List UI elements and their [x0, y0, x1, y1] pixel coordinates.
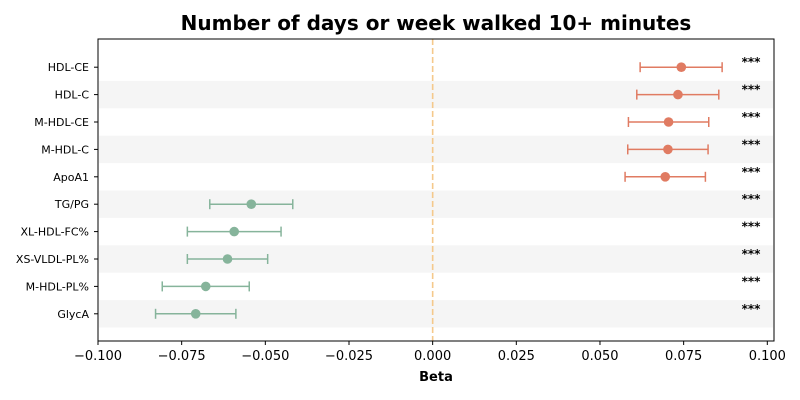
- significance-label: ***: [742, 137, 762, 151]
- x-axis-label: Beta: [419, 370, 453, 385]
- point-estimate: [660, 172, 671, 182]
- y-tick-label: TG/PG: [54, 198, 89, 211]
- y-tick-label: M-HDL-C: [41, 143, 89, 156]
- y-axis: HDL-CE HDL-C M-HDL-CE M-HDL-C ApoA1 TG/PG XL-H…: [16, 61, 98, 321]
- significance-label: ***: [742, 247, 762, 261]
- chart-title: Number of days or week walked 10+ minute…: [181, 11, 692, 35]
- x-tick-label: −0.025: [325, 349, 373, 364]
- significance-label: ***: [742, 165, 762, 179]
- row-m-hdl-pl-: ***: [161, 274, 762, 292]
- point-estimate: [673, 89, 683, 100]
- row-apoa1: ***: [624, 165, 762, 182]
- data-rows: *** *** *** *** *** *** *** *** *** ***: [154, 55, 762, 319]
- x-tick-label: 0.000: [414, 349, 451, 364]
- row-m-hdl-ce: ***: [627, 110, 762, 127]
- significance-label: ***: [742, 110, 762, 124]
- row-stripe: [99, 190, 773, 218]
- x-tick-label: −0.075: [158, 349, 206, 364]
- row-hdl-c: ***: [636, 83, 762, 100]
- significance-label: ***: [742, 55, 762, 69]
- x-tick-label: −0.100: [74, 349, 122, 364]
- point-estimate: [663, 144, 673, 155]
- x-axis: −0.100 −0.075 −0.050 −0.025 0.000 0.025 0.050 0…: [74, 341, 786, 364]
- x-tick-label: 0.075: [665, 349, 702, 364]
- y-tick-label: HDL-CE: [48, 61, 89, 74]
- row-hdl-ce: ***: [639, 55, 762, 73]
- y-tick-label: M-HDL-CE: [34, 116, 89, 129]
- significance-label: ***: [742, 274, 762, 288]
- y-tick-label: XS-VLDL-PL%: [16, 253, 89, 266]
- x-tick-label: −0.050: [241, 349, 289, 364]
- significance-label: ***: [742, 83, 762, 97]
- significance-label: ***: [742, 220, 762, 234]
- plot-frame: [97, 38, 775, 342]
- row-m-hdl-c: ***: [627, 137, 762, 155]
- y-tick-label: XL-HDL-FC%: [20, 226, 89, 239]
- row-xl-hdl-fc-: ***: [186, 220, 762, 237]
- row-glyca: ***: [154, 302, 762, 319]
- point-estimate: [229, 226, 240, 237]
- x-tick-label: 0.100: [749, 349, 786, 364]
- y-tick-label: HDL-C: [55, 89, 90, 102]
- x-tick-label: 0.050: [581, 349, 618, 364]
- x-tick-label: 0.025: [498, 349, 535, 364]
- point-estimate: [663, 117, 674, 127]
- significance-label: ***: [742, 192, 762, 206]
- point-estimate: [676, 62, 687, 72]
- point-estimate: [246, 199, 257, 209]
- point-estimate: [190, 309, 201, 319]
- y-tick-label: GlycA: [57, 308, 89, 321]
- row-stripes: [99, 80, 773, 328]
- row-xs-vldl-pl-: ***: [186, 247, 762, 264]
- point-estimate: [200, 281, 211, 292]
- point-estimate: [222, 254, 233, 264]
- row-tg-pg: ***: [209, 192, 762, 210]
- y-tick-label: ApoA1: [53, 171, 89, 184]
- y-tick-label: M-HDL-PL%: [26, 280, 89, 293]
- significance-label: ***: [742, 302, 762, 316]
